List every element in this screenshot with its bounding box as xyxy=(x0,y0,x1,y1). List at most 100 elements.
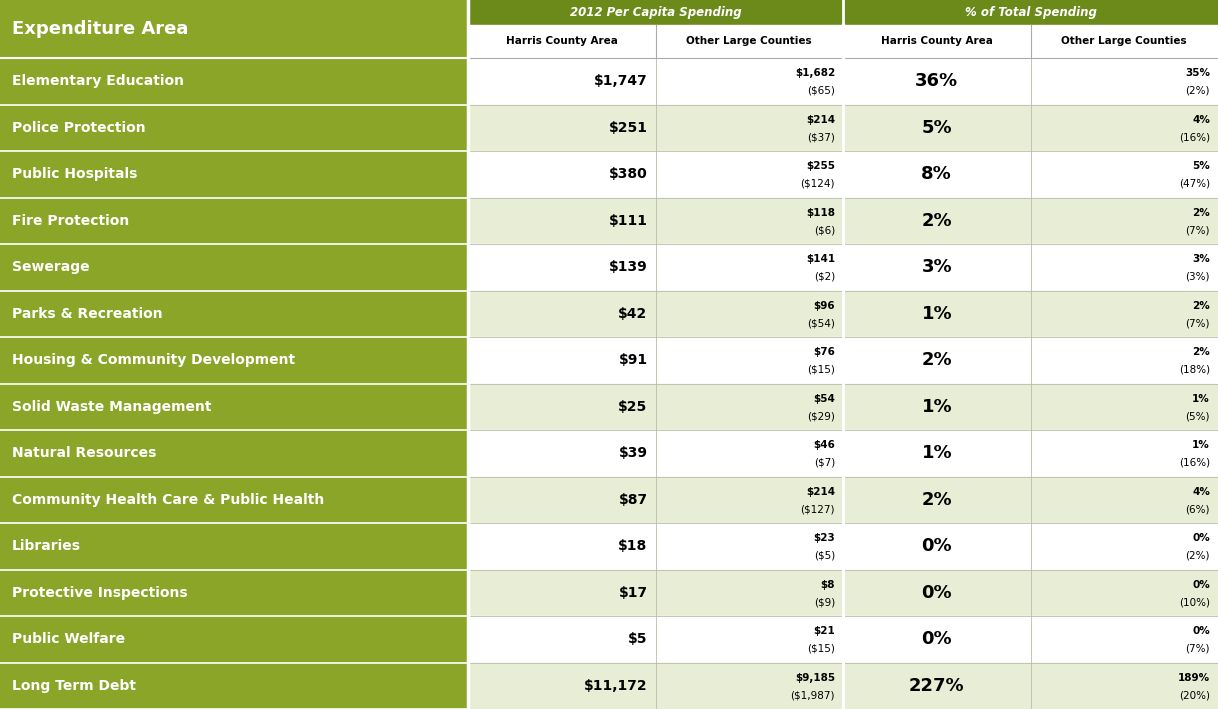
Text: ($1,987): ($1,987) xyxy=(790,690,836,700)
Text: 1%: 1% xyxy=(1192,393,1209,404)
Text: $5: $5 xyxy=(628,632,648,646)
Text: Solid Waste Management: Solid Waste Management xyxy=(12,400,212,414)
Bar xyxy=(468,151,1218,198)
Text: (16%): (16%) xyxy=(1179,457,1209,467)
Bar xyxy=(468,662,1218,709)
Text: (47%): (47%) xyxy=(1179,179,1209,189)
Bar xyxy=(468,569,1218,616)
Text: 35%: 35% xyxy=(1185,68,1209,79)
Text: 0%: 0% xyxy=(1192,580,1209,590)
Text: $214: $214 xyxy=(806,487,836,497)
Bar xyxy=(468,25,1218,58)
Text: Other Large Counties: Other Large Counties xyxy=(1061,36,1188,47)
Text: $11,172: $11,172 xyxy=(583,679,648,693)
Bar xyxy=(0,569,468,616)
Text: 1%: 1% xyxy=(1192,440,1209,450)
Text: Community Health Care & Public Health: Community Health Care & Public Health xyxy=(12,493,324,507)
Text: 0%: 0% xyxy=(922,584,952,602)
Bar xyxy=(468,476,1218,523)
Text: $91: $91 xyxy=(619,353,648,367)
Bar xyxy=(0,198,468,244)
Text: (20%): (20%) xyxy=(1179,690,1209,700)
Text: Expenditure Area: Expenditure Area xyxy=(12,20,189,38)
Text: Harris County Area: Harris County Area xyxy=(505,36,618,47)
Text: (16%): (16%) xyxy=(1179,132,1209,142)
Text: 0%: 0% xyxy=(1192,533,1209,543)
Text: ($9): ($9) xyxy=(814,597,836,607)
Text: Sewerage: Sewerage xyxy=(12,260,90,274)
Text: Housing & Community Development: Housing & Community Development xyxy=(12,353,295,367)
Text: $23: $23 xyxy=(814,533,836,543)
Text: $214: $214 xyxy=(806,115,836,125)
Bar xyxy=(468,104,1218,151)
Text: 3%: 3% xyxy=(1192,255,1209,264)
Text: 2%: 2% xyxy=(922,351,952,369)
Bar xyxy=(0,337,468,384)
Text: (7%): (7%) xyxy=(1185,644,1209,654)
Text: $17: $17 xyxy=(619,586,648,600)
Text: (5%): (5%) xyxy=(1185,411,1209,421)
Text: $76: $76 xyxy=(814,347,836,357)
Text: $8: $8 xyxy=(821,580,836,590)
Text: 2%: 2% xyxy=(1192,208,1209,218)
Text: 2012 Per Capita Spending: 2012 Per Capita Spending xyxy=(570,6,742,19)
Text: 189%: 189% xyxy=(1178,673,1209,683)
Text: $39: $39 xyxy=(619,446,648,460)
Text: Elementary Education: Elementary Education xyxy=(12,74,184,88)
Text: ($54): ($54) xyxy=(808,318,836,328)
Text: Police Protection: Police Protection xyxy=(12,121,146,135)
Text: 1%: 1% xyxy=(922,398,952,415)
Text: $42: $42 xyxy=(619,307,648,320)
Text: ($29): ($29) xyxy=(808,411,836,421)
Bar xyxy=(468,430,1218,476)
Bar xyxy=(0,476,468,523)
Text: ($5): ($5) xyxy=(814,551,836,561)
Text: $380: $380 xyxy=(609,167,648,182)
Text: ($7): ($7) xyxy=(814,457,836,467)
Text: Public Welfare: Public Welfare xyxy=(12,632,125,646)
Text: $9,185: $9,185 xyxy=(795,673,836,683)
Text: 0%: 0% xyxy=(922,630,952,648)
Text: % of Total Spending: % of Total Spending xyxy=(965,6,1096,19)
Text: $87: $87 xyxy=(619,493,648,507)
Bar xyxy=(0,244,468,291)
Bar xyxy=(468,616,1218,662)
Text: (2%): (2%) xyxy=(1185,551,1209,561)
Text: 5%: 5% xyxy=(1192,162,1209,172)
Bar xyxy=(0,384,468,430)
Text: Long Term Debt: Long Term Debt xyxy=(12,679,136,693)
Bar xyxy=(0,151,468,198)
Text: 1%: 1% xyxy=(922,305,952,323)
Text: 2%: 2% xyxy=(1192,301,1209,311)
Text: 3%: 3% xyxy=(922,258,952,277)
Text: Fire Protection: Fire Protection xyxy=(12,213,129,228)
Text: (6%): (6%) xyxy=(1185,504,1209,514)
Text: $255: $255 xyxy=(806,162,836,172)
Text: 4%: 4% xyxy=(1192,487,1209,497)
Text: 36%: 36% xyxy=(915,72,959,90)
Text: 227%: 227% xyxy=(909,677,965,695)
Text: $21: $21 xyxy=(814,626,836,637)
Text: $251: $251 xyxy=(609,121,648,135)
Bar xyxy=(0,523,468,569)
Text: Other Large Counties: Other Large Counties xyxy=(687,36,812,47)
Bar xyxy=(468,384,1218,430)
Text: ($124): ($124) xyxy=(800,179,836,189)
Text: ($2): ($2) xyxy=(814,272,836,281)
Bar xyxy=(0,430,468,476)
Text: 1%: 1% xyxy=(922,445,952,462)
Text: ($15): ($15) xyxy=(808,364,836,374)
Text: Parks & Recreation: Parks & Recreation xyxy=(12,307,163,320)
Bar xyxy=(468,0,843,25)
Text: Public Hospitals: Public Hospitals xyxy=(12,167,138,182)
Text: $141: $141 xyxy=(806,255,836,264)
Text: $96: $96 xyxy=(814,301,836,311)
Text: Protective Inspections: Protective Inspections xyxy=(12,586,188,600)
Text: $54: $54 xyxy=(814,393,836,404)
Text: 4%: 4% xyxy=(1192,115,1209,125)
Text: $118: $118 xyxy=(806,208,836,218)
Text: $1,682: $1,682 xyxy=(795,68,836,79)
Text: (3%): (3%) xyxy=(1185,272,1209,281)
Bar xyxy=(0,104,468,151)
Text: (18%): (18%) xyxy=(1179,364,1209,374)
